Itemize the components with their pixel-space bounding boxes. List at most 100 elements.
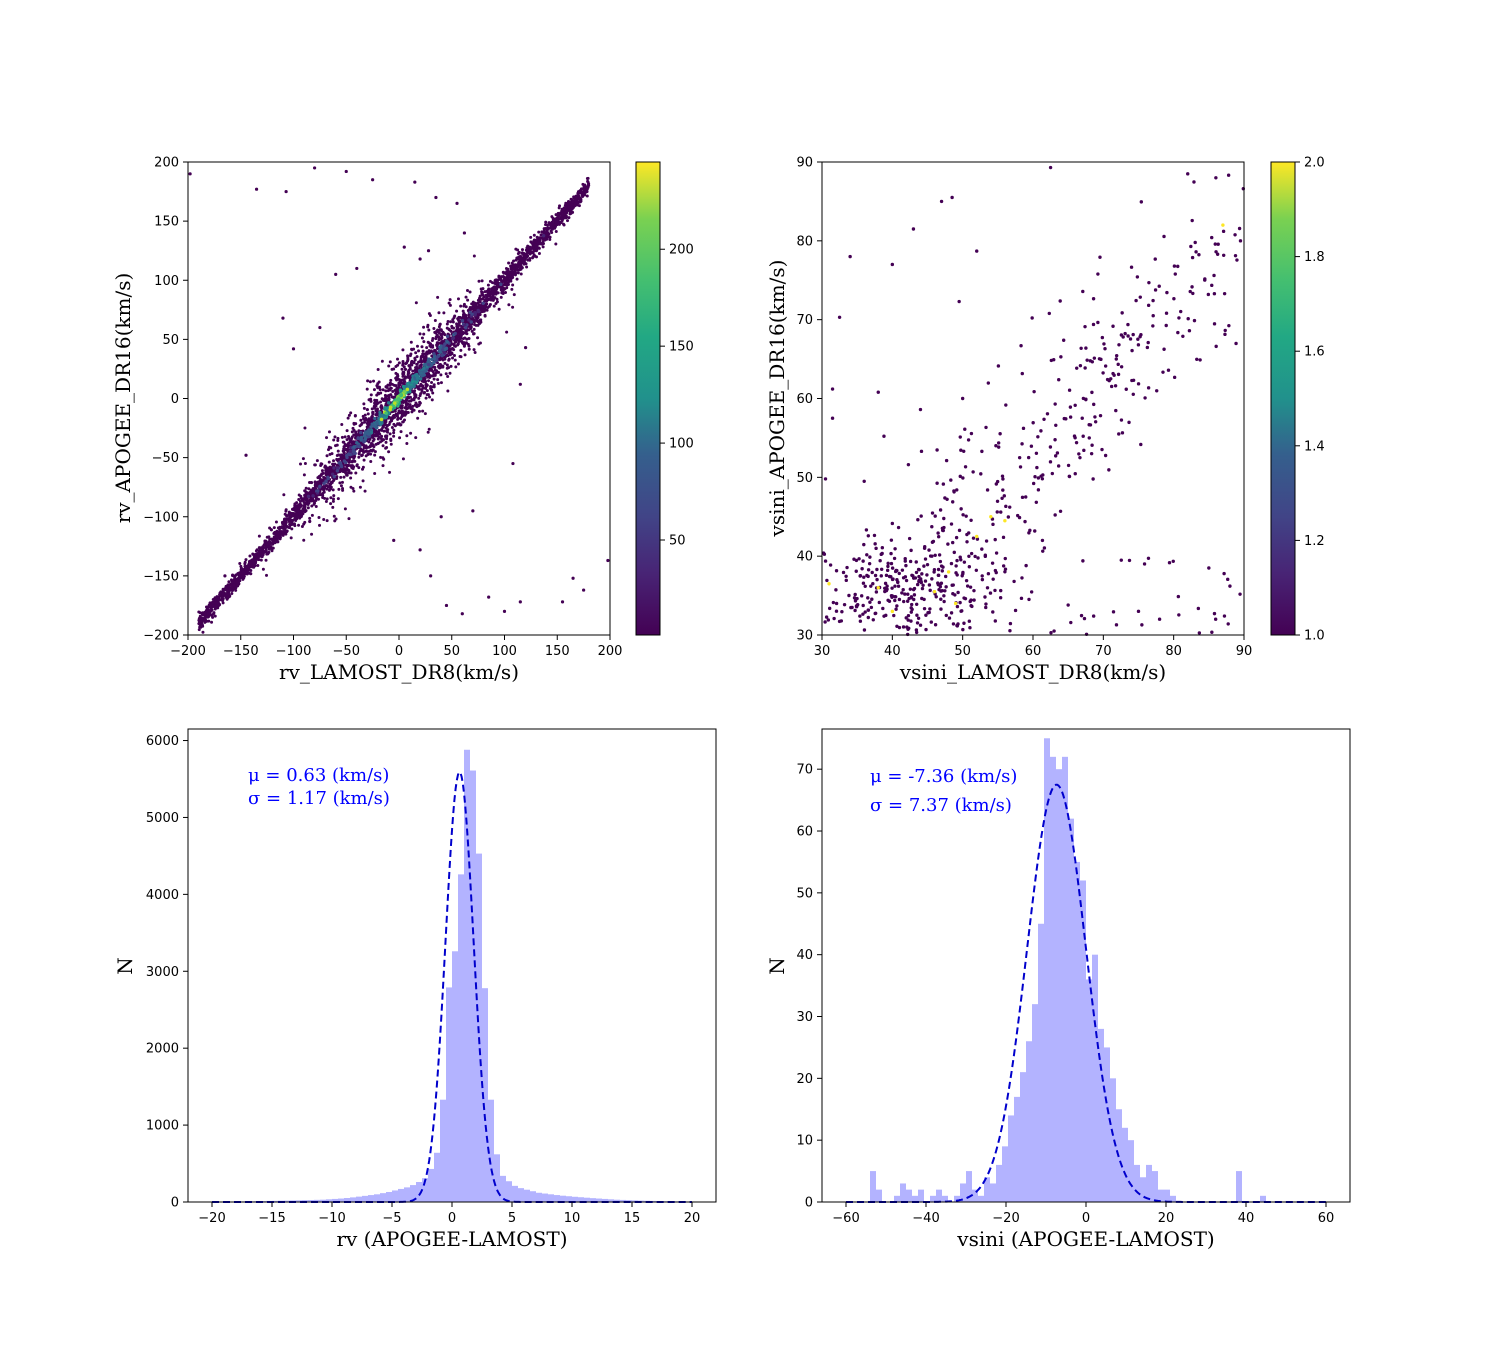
density-point: [440, 348, 445, 352]
outlier-point: [355, 266, 359, 271]
scatter-point: [490, 292, 494, 296]
scatter-point: [314, 505, 318, 509]
scatter-point: [917, 567, 921, 572]
scatter-point: [467, 347, 471, 351]
scatter-point: [388, 381, 392, 385]
scatter-point: [409, 363, 413, 367]
scatter-point: [455, 326, 459, 330]
vsini-hist-bars: [870, 738, 1266, 1202]
scatter-point: [238, 579, 242, 583]
scatter-point: [401, 420, 405, 424]
scatter-point: [1103, 364, 1108, 368]
colorbar-tick-label: 1.6: [1304, 345, 1325, 360]
scatter-point: [583, 190, 587, 194]
scatter-point: [961, 476, 965, 480]
scatter-point: [319, 463, 323, 467]
density-point: [386, 401, 391, 405]
scatter-point: [893, 547, 897, 551]
density-point: [335, 469, 340, 473]
scatter-point: [424, 396, 428, 400]
scatter-point: [384, 389, 388, 393]
scatter-point: [421, 409, 425, 413]
scatter-point: [1068, 405, 1073, 409]
scatter-point: [331, 488, 335, 492]
scatter-point: [1237, 226, 1242, 231]
scatter-point: [397, 382, 401, 386]
scatter-point: [915, 602, 919, 607]
scatter-point: [239, 568, 243, 572]
outlier-point: [511, 461, 515, 466]
scatter-point: [1013, 608, 1018, 613]
scatter-point: [396, 422, 400, 426]
hist-bar: [296, 1200, 302, 1202]
scatter-point: [1096, 272, 1100, 276]
hist-bar: [1092, 954, 1098, 1202]
scatter-point: [1053, 513, 1057, 517]
outlier-point: [291, 347, 296, 351]
scatter-point: [457, 340, 461, 344]
x-tick-label: 40: [1238, 1211, 1255, 1226]
scatter-point: [512, 293, 516, 297]
scatter-point: [1126, 322, 1130, 327]
scatter-point: [1079, 613, 1084, 618]
scatter-point: [828, 563, 833, 567]
outlier-point: [524, 346, 528, 350]
scatter-point: [321, 493, 325, 497]
scatter-point: [297, 497, 301, 501]
scatter-point: [434, 335, 438, 339]
scatter-point: [1222, 291, 1227, 296]
scatter-point: [1061, 338, 1066, 342]
vsini-hist-sigma-annotation: σ = 7.37 (km/s): [870, 795, 1012, 816]
scatter-point: [1226, 577, 1230, 582]
scatter-point: [398, 380, 402, 384]
hist-bar: [894, 1195, 900, 1202]
scatter-point: [393, 424, 397, 428]
y-tick-label: 100: [154, 274, 179, 289]
scatter-point: [319, 478, 323, 482]
outlier-point: [890, 262, 895, 267]
y-tick-label: 40: [796, 948, 813, 963]
scatter-point: [961, 570, 965, 575]
scatter-point: [1222, 571, 1226, 576]
scatter-point: [914, 630, 919, 635]
scatter-point: [324, 465, 328, 469]
scatter-point: [936, 531, 940, 535]
scatter-point: [938, 559, 943, 564]
scatter-point: [208, 609, 212, 613]
hist-bar: [900, 1183, 906, 1202]
vsini-hist-xticks: −60 −40 −20 0 20 40 60: [832, 1202, 1334, 1226]
scatter-point: [337, 487, 341, 491]
scatter-point: [538, 238, 542, 242]
scatter-point: [456, 297, 460, 301]
scatter-point: [1098, 255, 1102, 259]
scatter-point: [1176, 264, 1180, 269]
scatter-point: [1031, 481, 1036, 486]
scatter-point: [1111, 324, 1115, 328]
scatter-point: [371, 412, 375, 416]
hist-bar: [1050, 756, 1056, 1202]
scatter-point: [999, 588, 1003, 593]
scatter-point: [548, 223, 552, 227]
scatter-point: [357, 466, 361, 470]
rv-hist-mu-annotation: μ = 0.63 (km/s): [248, 765, 389, 786]
scatter-point: [879, 552, 883, 557]
scatter-point: [1123, 331, 1127, 336]
vsini-colorbar-gradient: [1270, 161, 1296, 636]
scatter-point: [446, 375, 450, 379]
scatter-point: [473, 351, 477, 355]
scatter-point: [919, 514, 923, 518]
scatter-point: [389, 393, 393, 397]
hist-bar: [1074, 861, 1080, 1202]
scatter-point: [554, 213, 558, 217]
scatter-point: [1131, 332, 1135, 337]
scatter-point: [283, 527, 287, 531]
scatter-point: [566, 208, 570, 212]
scatter-point: [448, 353, 452, 357]
scatter-point: [1213, 617, 1218, 621]
scatter-point: [993, 537, 997, 542]
scatter-point: [227, 584, 231, 588]
scatter-point: [387, 450, 391, 454]
scatter-point: [964, 514, 968, 518]
scatter-point: [401, 348, 405, 352]
scatter-point: [1034, 451, 1039, 455]
